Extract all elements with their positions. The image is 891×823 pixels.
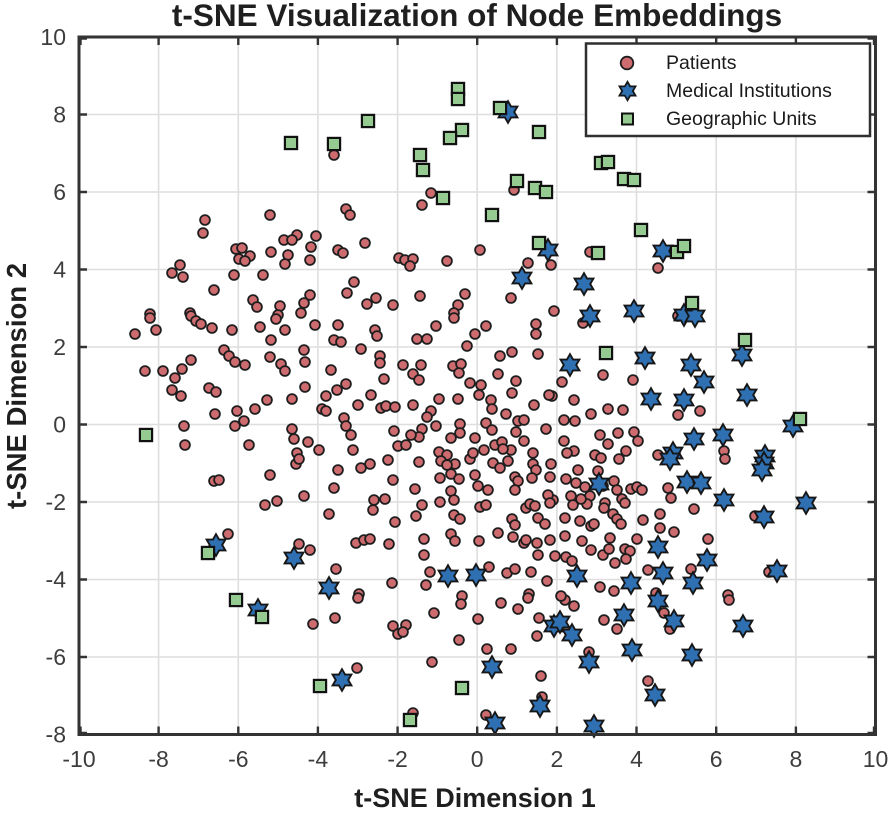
svg-text:-8: -8: [46, 722, 66, 748]
svg-text:6: 6: [53, 179, 66, 205]
svg-text:t-SNE Dimension 1: t-SNE Dimension 1: [354, 783, 596, 813]
svg-text:8: 8: [790, 746, 803, 772]
svg-text:Patients: Patients: [666, 52, 737, 74]
svg-text:Medical Institutions: Medical Institutions: [666, 80, 832, 102]
svg-text:Geographic Units: Geographic Units: [666, 108, 817, 130]
svg-text:-6: -6: [46, 644, 66, 670]
svg-text:-4: -4: [308, 746, 329, 772]
svg-text:-6: -6: [228, 746, 248, 772]
svg-text:10: 10: [863, 746, 889, 772]
svg-text:t-SNE Visualization of Node Em: t-SNE Visualization of Node Embeddings: [172, 0, 782, 33]
svg-text:10: 10: [40, 24, 66, 50]
svg-text:0: 0: [53, 412, 66, 438]
svg-text:-10: -10: [62, 746, 95, 772]
svg-text:-2: -2: [387, 746, 407, 772]
svg-text:6: 6: [710, 746, 723, 772]
svg-text:4: 4: [630, 746, 643, 772]
svg-text:4: 4: [53, 257, 66, 283]
svg-text:-2: -2: [46, 489, 66, 515]
svg-text:0: 0: [471, 746, 484, 772]
svg-text:t-SNE Dimension 2: t-SNE Dimension 2: [1, 263, 32, 509]
svg-text:-4: -4: [46, 567, 67, 593]
svg-text:2: 2: [551, 746, 564, 772]
svg-text:2: 2: [53, 334, 66, 360]
svg-text:-8: -8: [148, 746, 168, 772]
svg-text:8: 8: [53, 102, 66, 128]
